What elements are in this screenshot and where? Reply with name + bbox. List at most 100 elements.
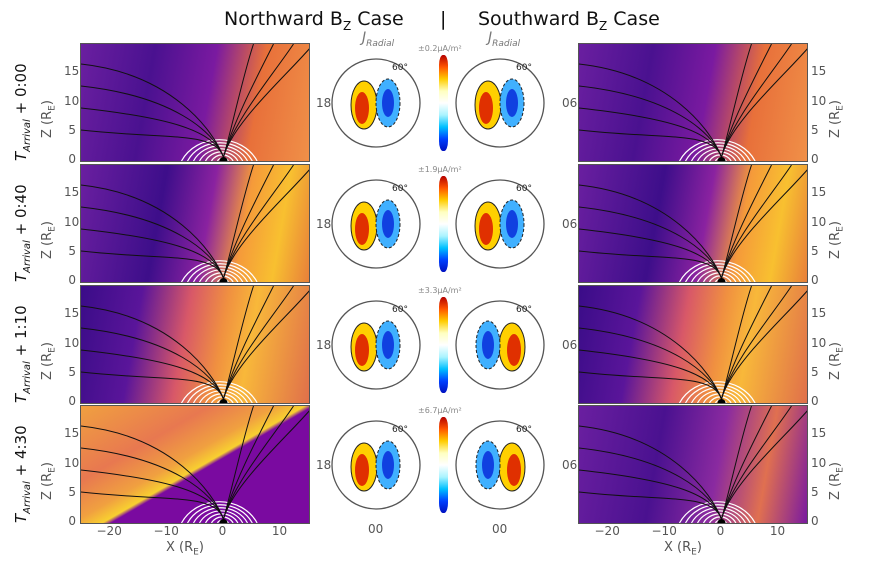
ylabel-text: Z (R xyxy=(40,472,55,500)
colorbar-0 xyxy=(439,55,448,151)
field-lines xyxy=(579,165,807,282)
mlt-06-0: 06 xyxy=(562,96,578,110)
ylabel-right: Z (RE) xyxy=(828,221,846,259)
jradial-symbol: J xyxy=(488,30,493,46)
closed-field-line xyxy=(180,381,258,403)
closed-field-line xyxy=(696,269,742,282)
lat-60-s-0: 60° xyxy=(516,63,532,73)
row-label-3: TArrival + 4:30 xyxy=(12,425,33,523)
row-label-0: TArrival + 0:00 xyxy=(12,63,33,161)
field-lines xyxy=(579,44,807,161)
row-label-main: T xyxy=(12,272,30,282)
closed-field-line xyxy=(192,387,249,403)
upward-current-core xyxy=(355,334,369,366)
mlt-06-2: 06 xyxy=(562,338,578,352)
ytick-right: 5 xyxy=(811,243,819,258)
ytick-left: 0 xyxy=(68,273,76,287)
field-lines xyxy=(81,406,309,523)
closed-field-line xyxy=(684,504,751,523)
cross-section-southward-1 xyxy=(578,164,808,283)
lat-60-s-3: 60° xyxy=(516,425,532,435)
ylabel-right: Z (RE) xyxy=(828,462,846,500)
cross-section-southward-0 xyxy=(578,43,808,162)
downward-current-core xyxy=(382,210,394,238)
lat-60-0: 60° xyxy=(392,63,408,73)
closed-field-line xyxy=(186,142,253,161)
open-field-line xyxy=(579,165,792,280)
row-label-sub: Arrival xyxy=(22,119,33,152)
closed-field-line xyxy=(690,507,747,523)
open-field-line xyxy=(579,48,807,159)
ytick-right: 5 xyxy=(811,122,819,137)
ylabel-left: Z (RE) xyxy=(40,100,58,138)
northward-title-suffix: Case xyxy=(351,8,404,30)
row-label-1: TArrival + 0:40 xyxy=(12,184,33,282)
xtick-right: 10 xyxy=(769,524,786,538)
ylabel-sub: E xyxy=(47,347,58,353)
upward-current-core xyxy=(355,454,369,486)
open-field-line xyxy=(579,406,752,521)
downward-current-core xyxy=(382,451,394,479)
closed-field-line xyxy=(192,145,249,161)
ylabel-sub: E xyxy=(835,226,846,232)
ytick-left: 15 xyxy=(64,185,80,200)
ytick-left: 5 xyxy=(68,122,76,137)
lat-60-1: 60° xyxy=(392,184,408,194)
ylabel-end: ) xyxy=(828,221,843,227)
cross-section-northward-2 xyxy=(80,285,310,404)
polar-southward-3 xyxy=(455,420,545,510)
upward-current-core xyxy=(355,92,369,124)
earth-marker xyxy=(219,278,228,282)
field-lines xyxy=(81,165,309,282)
ytick-right: 10 xyxy=(811,93,827,108)
open-field-line xyxy=(81,165,294,280)
xlabel-text: X (R xyxy=(664,540,692,555)
closed-field-line xyxy=(186,384,253,403)
xtick-right: −20 xyxy=(594,524,620,538)
ylabel-end: ) xyxy=(40,462,55,468)
downward-current-core xyxy=(506,210,518,238)
southward-title: Southward BZ Case xyxy=(478,8,660,33)
ylabel-end: ) xyxy=(828,342,843,348)
ylabel-sub: E xyxy=(47,226,58,232)
mlt-00-right: 00 xyxy=(492,522,508,536)
xlabel-end: ) xyxy=(696,540,702,555)
closed-field-line xyxy=(696,510,742,523)
ylabel-sub: E xyxy=(835,105,846,111)
ytick-right: 10 xyxy=(811,214,827,229)
xtick-left: 10 xyxy=(271,524,288,538)
open-field-line xyxy=(81,165,254,280)
xlabel-sub: E xyxy=(193,547,199,558)
open-field-line xyxy=(81,169,309,280)
ylabel-text: Z (R xyxy=(828,352,843,380)
open-field-line xyxy=(579,44,792,159)
row-label-main: T xyxy=(12,393,30,403)
xtick-left: 0 xyxy=(218,524,227,538)
cross-section-northward-0 xyxy=(80,43,310,162)
northward-title-text: Northward B xyxy=(224,8,343,30)
closed-field-line xyxy=(186,504,253,523)
row-label-main: T xyxy=(12,513,30,523)
northward-title: Northward BZ Case xyxy=(224,8,404,33)
ytick-left: 10 xyxy=(64,455,80,470)
xlabel-right: X (RE) xyxy=(664,540,702,558)
open-field-line xyxy=(81,286,254,401)
closed-field-line xyxy=(180,501,258,523)
ytick-left: 15 xyxy=(64,426,80,441)
downward-current-core xyxy=(382,331,394,359)
jradial-label-right: JRadial xyxy=(488,30,520,49)
ytick-right: 5 xyxy=(811,364,819,379)
earth-marker xyxy=(717,157,726,161)
southward-title-text: Southward B xyxy=(478,8,600,30)
closed-field-line xyxy=(678,260,756,282)
ylabel-end: ) xyxy=(40,221,55,227)
closed-field-line xyxy=(198,510,244,523)
upward-current-core xyxy=(479,213,493,245)
cross-section-northward-1 xyxy=(80,164,310,283)
ylabel-sub: E xyxy=(47,467,58,473)
mlt-06-1: 06 xyxy=(562,217,578,231)
mlt-06-3: 06 xyxy=(562,458,578,472)
ytick-left: 0 xyxy=(68,152,76,166)
closed-field-line xyxy=(678,381,756,403)
closed-field-line xyxy=(192,507,249,523)
